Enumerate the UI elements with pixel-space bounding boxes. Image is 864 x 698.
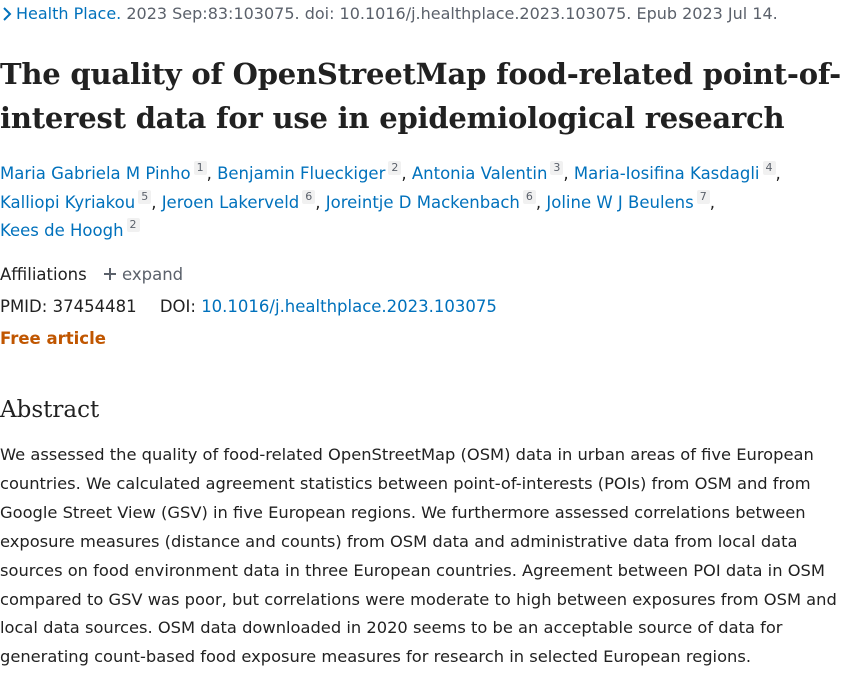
article-title: The quality of OpenStreetMap food-relate… (0, 57, 841, 135)
citation-details: 2023 Sep:83:103075. doi: 10.1016/j.healt… (121, 4, 778, 23)
abstract-text: We assessed the quality of food-related … (0, 445, 837, 667)
expand-button[interactable]: expand (102, 265, 183, 284)
author-link[interactable]: Maria Gabriela M Pinho (0, 164, 191, 183)
pmid-label: PMID: (0, 297, 48, 316)
citation-line: Health Place. 2023 Sep:83:103075. doi: 1… (0, 4, 864, 24)
affiliation-number[interactable]: 4 (762, 161, 776, 175)
author-link[interactable]: Kees de Hoogh (0, 221, 124, 240)
free-article-badge: Free article (0, 329, 106, 348)
affiliation-number[interactable]: 6 (522, 189, 536, 204)
affiliations-toggle[interactable]: Affiliations expand (0, 262, 183, 288)
author-link[interactable]: Joline W J Beulens (546, 192, 694, 212)
affiliation-number[interactable]: 6 (302, 189, 316, 204)
expand-label: expand (121, 265, 184, 284)
doi-label: DOI: (159, 297, 196, 316)
journal-link[interactable]: Health Place. (16, 4, 122, 23)
identifiers: PMID: 37454481 DOI: 10.1016/j.healthplac… (0, 294, 497, 320)
author-link[interactable]: Maria-Iosifina Kasdagli (573, 164, 760, 183)
affiliation-number[interactable]: 3 (550, 161, 564, 175)
author-link[interactable]: Kalliopi Kyriakou (0, 192, 136, 212)
affiliation-number[interactable]: 2 (388, 161, 402, 175)
pmid-value: 37454481 (52, 297, 137, 316)
doi-link[interactable]: 10.1016/j.healthplace.2023.103075 (201, 297, 497, 316)
affiliation-number[interactable]: 1 (193, 161, 207, 175)
chevron-right-icon[interactable] (0, 4, 16, 24)
affiliation-number[interactable]: 7 (696, 189, 710, 204)
plus-icon (103, 268, 116, 280)
author-link[interactable]: Antonia Valentin (411, 164, 548, 183)
authors-list: Maria Gabriela M Pinho 1, Benjamin Flueck… (0, 161, 781, 240)
author-link[interactable]: Joreintje D Mackenbach (325, 192, 520, 212)
affiliations-label: Affiliations (0, 265, 87, 284)
affiliation-number[interactable]: 2 (126, 218, 140, 232)
author-link[interactable]: Benjamin Flueckiger (217, 164, 386, 183)
affiliation-number[interactable]: 5 (138, 189, 152, 204)
abstract-heading: Abstract (0, 397, 100, 423)
author-link[interactable]: Jeroen Lakerveld (161, 192, 300, 212)
